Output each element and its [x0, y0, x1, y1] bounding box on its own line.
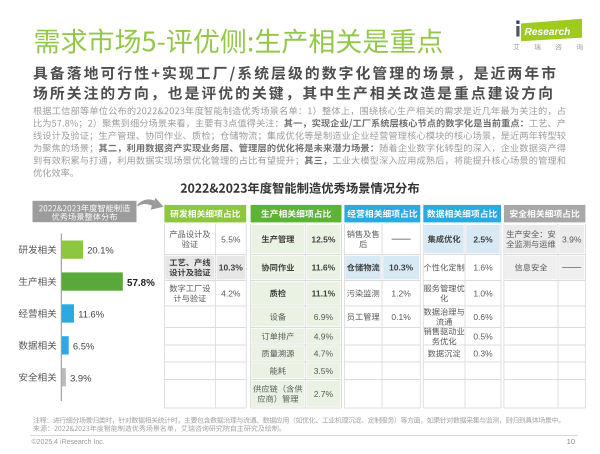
svg-text:4.7%: 4.7% — [314, 349, 334, 359]
svg-text:0.5%: 0.5% — [473, 331, 493, 341]
svg-text:3.9%: 3.9% — [562, 234, 582, 244]
svg-text:0.3%: 0.3% — [473, 349, 493, 359]
svg-text:4.2%: 4.2% — [221, 288, 241, 298]
svg-text:3.5%: 3.5% — [314, 366, 334, 376]
svg-text:5.5%: 5.5% — [221, 234, 241, 244]
svg-text:6.9%: 6.9% — [314, 312, 334, 322]
svg-text:©2025.4 iResearch Inc.: ©2025.4 iResearch Inc. — [32, 438, 105, 446]
svg-text:4.9%: 4.9% — [314, 331, 334, 341]
svg-text:20.1%: 20.1% — [87, 245, 114, 256]
svg-text:57.8%: 57.8% — [127, 278, 155, 289]
svg-text:2.7%: 2.7% — [314, 389, 334, 399]
svg-text:Research: Research — [525, 27, 571, 38]
svg-text:10.3%: 10.3% — [219, 263, 244, 273]
svg-text:0.1%: 0.1% — [391, 312, 411, 322]
svg-text:1.0%: 1.0% — [473, 288, 493, 298]
svg-text:11.1%: 11.1% — [312, 288, 336, 298]
svg-text:6.5%: 6.5% — [73, 340, 94, 351]
svg-text:10.3%: 10.3% — [389, 263, 414, 273]
svg-text:1.6%: 1.6% — [473, 263, 493, 273]
svg-text:3.9%: 3.9% — [70, 372, 91, 383]
svg-text:12.5%: 12.5% — [311, 234, 336, 244]
svg-text:1.2%: 1.2% — [391, 288, 411, 298]
svg-text:11.6%: 11.6% — [78, 309, 104, 320]
svg-text:11.6%: 11.6% — [312, 263, 336, 273]
svg-text:2.5%: 2.5% — [473, 234, 493, 244]
svg-text:0.6%: 0.6% — [473, 312, 493, 322]
svg-text:10: 10 — [567, 437, 575, 446]
